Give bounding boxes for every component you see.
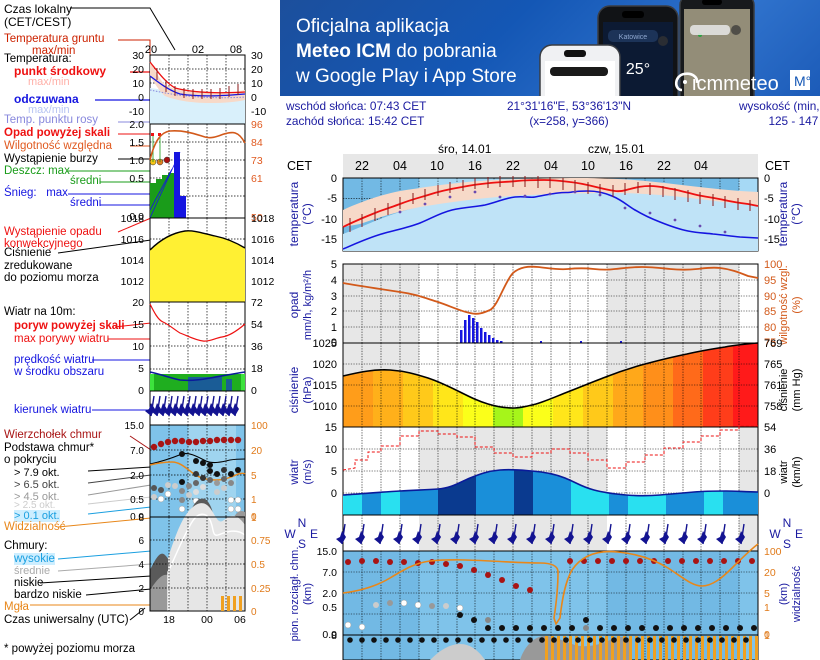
svg-text:1: 1 [764, 630, 770, 642]
svg-text:8: 8 [331, 630, 337, 642]
